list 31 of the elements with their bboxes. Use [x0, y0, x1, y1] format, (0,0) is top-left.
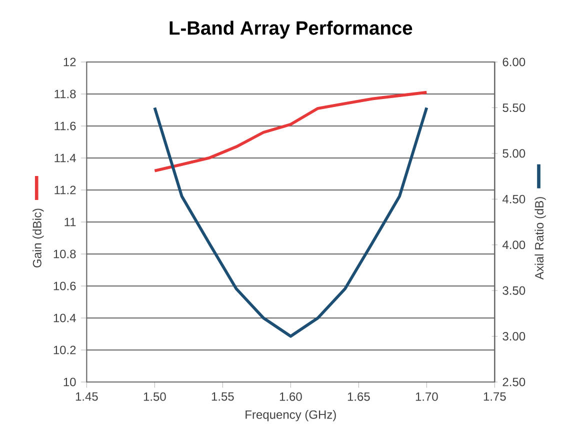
y2-tick-label: 4.50	[502, 194, 526, 204]
y-tick-label: 10.8	[54, 250, 76, 258]
y-axis-title: Gain (dBic)	[32, 208, 44, 268]
y2-tick-label: 5.50	[502, 103, 526, 112]
y-tick-label: 11.4	[54, 154, 76, 162]
y-tick-label: 11.8	[54, 90, 76, 98]
y2-tick-label: 3.00	[502, 332, 526, 341]
y2-tick-label: 3.50	[502, 286, 526, 295]
y2-tick-label: 5.00	[502, 149, 526, 158]
y-tick-label: 11.2	[54, 186, 76, 194]
x-tick-label: 1.55	[212, 392, 234, 401]
y2-tick-label: 4.00	[502, 240, 526, 250]
x-tick-label: 1.60	[280, 392, 302, 401]
x-tick-label: 1.70	[416, 392, 438, 401]
y-tick-label: 10.6	[54, 282, 76, 290]
line-series	[153, 106, 428, 338]
y-tick-label: 11	[64, 218, 76, 226]
chart-title: L-Band Array Performance	[170, 20, 412, 39]
y-tick-label: 10.4	[54, 314, 76, 322]
y-tick-label: 10	[64, 378, 76, 386]
y-tick-label: 10.2	[54, 346, 76, 354]
x-tick-label: 1.45	[76, 392, 98, 401]
x-tick-label: 1.65	[348, 392, 370, 401]
y2-tick-label: 2.50	[502, 378, 526, 386]
x-tick-label: 1.75	[484, 392, 506, 401]
y-tick-label: 11.6	[54, 122, 76, 130]
y2-axis-title: Axial Ratio (dB)	[534, 197, 546, 280]
y-tick-label: 12	[64, 58, 76, 66]
x-axis-title: Frequency (GHz)	[246, 410, 336, 422]
x-tick-label: 1.50	[144, 392, 166, 401]
y2-tick-label: 6.00	[502, 58, 526, 66]
